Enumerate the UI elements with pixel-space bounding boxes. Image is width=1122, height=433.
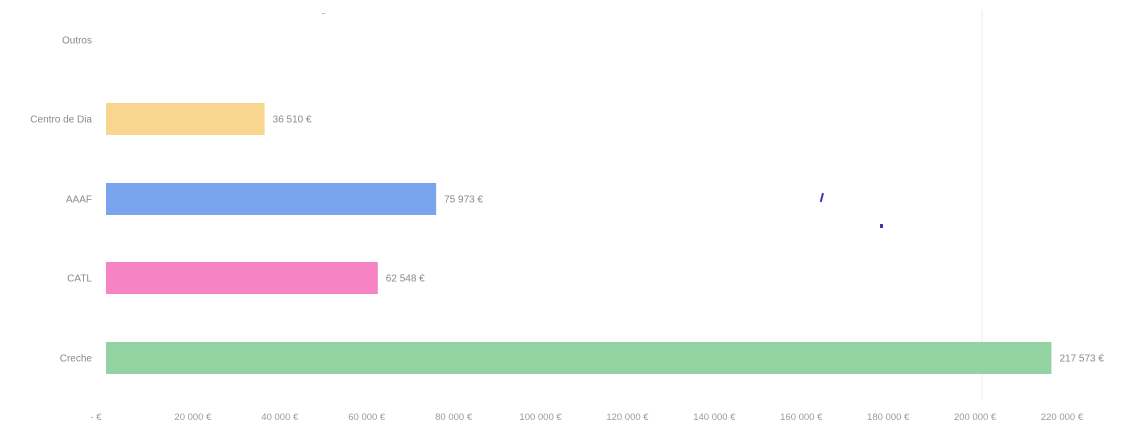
x-tick-label: - € (90, 412, 102, 423)
category-label: AAAF (66, 195, 92, 206)
x-tick-label: 180 000 € (867, 412, 910, 423)
category-label: Creche (60, 354, 93, 365)
category-label: CATL (67, 274, 92, 285)
scan-speck (880, 224, 883, 228)
x-tick-label: 100 000 € (519, 412, 562, 423)
category-label: Centro de Dia (30, 115, 92, 126)
x-tick-label: 160 000 € (780, 412, 823, 423)
x-tick-label: 120 000 € (606, 412, 649, 423)
data-label: 217 573 € (1059, 354, 1104, 365)
bar-centro-de-dia (106, 103, 265, 135)
bar-creche (106, 342, 1052, 374)
x-tick-label: 140 000 € (693, 412, 736, 423)
bar-catl (106, 262, 378, 294)
category-label: Outros (62, 36, 92, 47)
x-tick-label: 200 000 € (954, 412, 997, 423)
x-tick-label: 60 000 € (348, 412, 386, 423)
x-tick-label: 20 000 € (174, 412, 212, 423)
bar-aaaf (106, 183, 437, 215)
bar-layer (106, 103, 1052, 374)
x-tick-label: 40 000 € (261, 412, 299, 423)
value-label-layer: 36 510 € 75 973 € 62 548 € 217 573 € (273, 115, 1105, 365)
scan-artifact-layer (322, 13, 883, 228)
scan-speck (819, 192, 825, 203)
x-axis-tick-layer: - € 20 000 € 40 000 € 60 000 € 80 000 € 100 0… (90, 412, 1083, 423)
data-label: 36 510 € (273, 115, 312, 126)
category-label-layer: Outros Centro de Dia AAAF CATL Creche (30, 36, 92, 365)
x-tick-label: 220 000 € (1041, 412, 1084, 423)
x-tick-label: 80 000 € (435, 412, 473, 423)
data-label: 62 548 € (386, 274, 425, 285)
scan-speck (322, 13, 325, 14)
data-label: 75 973 € (444, 195, 483, 206)
